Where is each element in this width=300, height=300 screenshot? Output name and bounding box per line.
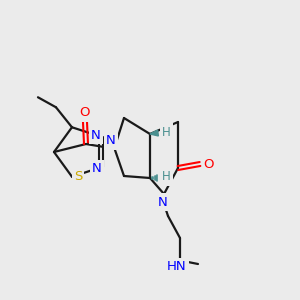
Polygon shape xyxy=(150,130,158,136)
Text: N: N xyxy=(106,134,116,148)
Text: N: N xyxy=(158,196,168,208)
Text: N: N xyxy=(91,129,101,142)
Text: H: H xyxy=(162,125,170,139)
Text: H: H xyxy=(162,170,170,184)
Text: O: O xyxy=(204,158,214,170)
Text: N: N xyxy=(92,162,102,175)
Text: O: O xyxy=(80,106,90,119)
Text: HN: HN xyxy=(167,260,187,274)
Text: S: S xyxy=(74,170,82,183)
